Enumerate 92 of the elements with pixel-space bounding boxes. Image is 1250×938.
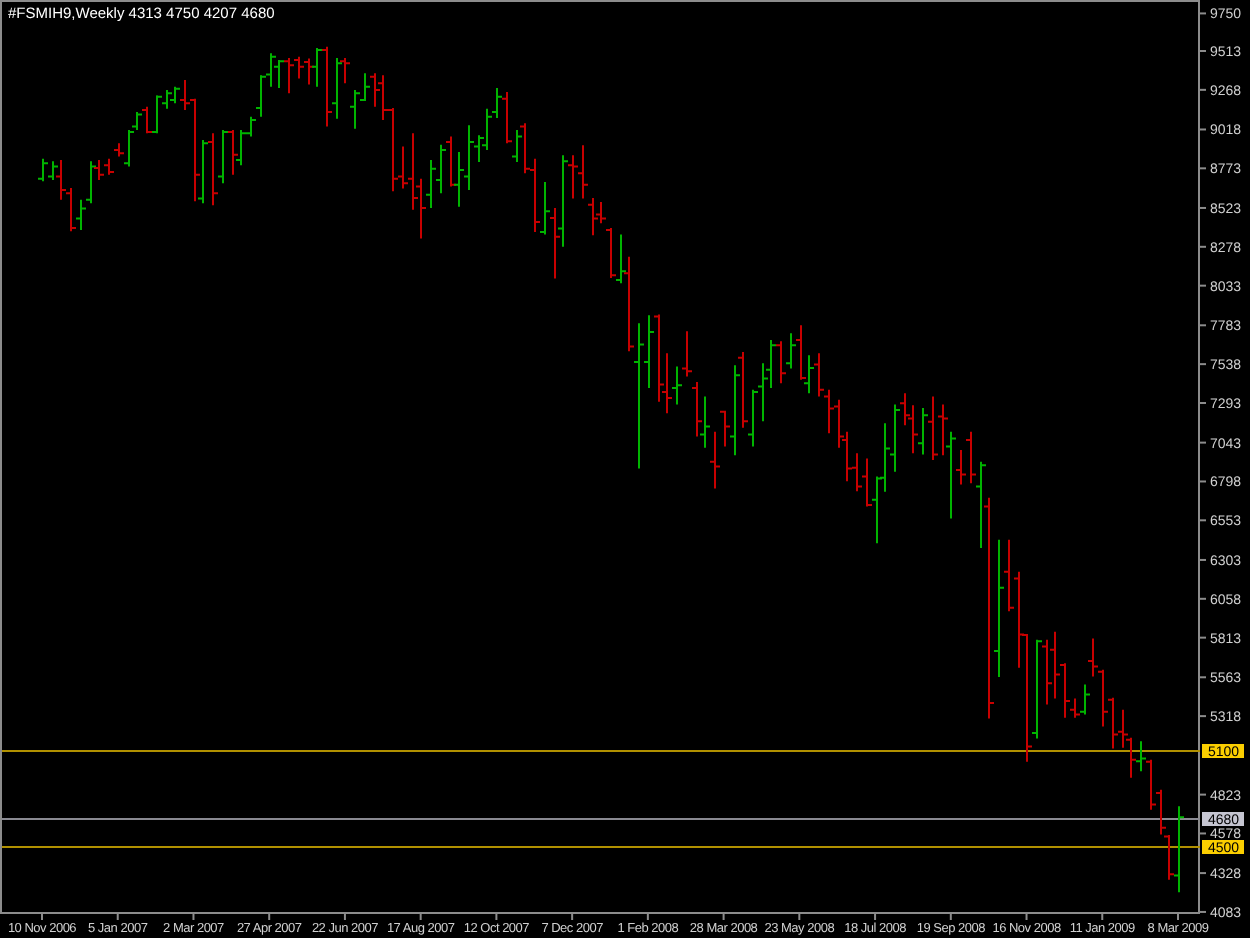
candlestick: [577, 144, 589, 200]
candlestick: [1173, 805, 1185, 894]
candlestick: [151, 94, 163, 135]
candlestick: [1059, 662, 1071, 719]
candlestick: [1041, 638, 1053, 706]
candlestick: [775, 340, 787, 385]
candlestick: [179, 79, 191, 111]
candlestick: [293, 55, 305, 80]
candlestick: [407, 132, 419, 211]
candlestick: [273, 59, 285, 89]
candlestick: [539, 180, 551, 236]
candlestick: [141, 105, 153, 135]
candlestick: [917, 406, 929, 456]
candlestick: [615, 233, 627, 285]
candlestick: [699, 395, 711, 449]
candlestick: [549, 206, 561, 280]
candlestick: [189, 97, 201, 203]
candlestick: [955, 448, 967, 486]
candlestick: [75, 198, 87, 231]
candlestick: [425, 158, 437, 209]
candlestick: [785, 332, 797, 370]
candlestick: [217, 128, 229, 185]
candlestick: [491, 86, 503, 119]
candlestick: [795, 324, 807, 381]
candlestick: [861, 457, 873, 508]
candlestick: [463, 124, 475, 191]
candlestick: [321, 45, 333, 128]
candlestick: [255, 74, 267, 118]
candlestick: [747, 388, 759, 448]
candlestick: [709, 430, 721, 490]
candlestick: [1069, 697, 1081, 719]
candlestick: [85, 160, 97, 205]
candlestick: [691, 380, 703, 438]
candlestick: [729, 364, 741, 457]
candlestick: [993, 538, 1005, 679]
candlestick: [1097, 668, 1109, 728]
candlestick: [283, 56, 295, 95]
candlestick: [671, 365, 683, 406]
candlestick: [1079, 683, 1091, 716]
candlestick: [965, 430, 977, 485]
candlestick: [511, 128, 523, 163]
candlestick: [435, 143, 447, 195]
candlestick: [55, 158, 67, 201]
candlestick: [415, 177, 427, 240]
candlestick: [397, 145, 409, 190]
candlestick: [937, 403, 949, 457]
candlestick: [1135, 740, 1147, 773]
candlestick: [975, 460, 987, 549]
candlestick: [37, 157, 49, 183]
candlestick: [265, 52, 277, 88]
candlestick: [1087, 637, 1099, 678]
candlestick: [927, 395, 939, 461]
candlestick: [567, 154, 579, 200]
candlestick: [65, 186, 77, 233]
candlestick: [889, 403, 901, 473]
candlestick: [1163, 834, 1175, 881]
candlestick: [359, 72, 371, 101]
candlestick: [737, 350, 749, 429]
candlestick: [823, 388, 835, 435]
candlestick: [227, 128, 239, 176]
candlestick: [339, 56, 351, 85]
candlestick: [681, 330, 693, 378]
candlestick: [331, 56, 343, 120]
candlestick: [633, 322, 645, 470]
candlestick: [481, 107, 493, 151]
candlestick: [311, 46, 323, 88]
candlestick: [587, 196, 599, 237]
candlestick: [207, 132, 219, 207]
candlestick: [643, 314, 655, 389]
candlestick: [445, 135, 457, 188]
candlestick: [945, 430, 957, 520]
candlestick: [623, 255, 635, 353]
candlestick: [453, 150, 465, 208]
candlestick: [1049, 630, 1061, 700]
candlestick: [369, 72, 381, 108]
candlestick: [1107, 696, 1119, 750]
candlestick: [719, 410, 731, 448]
candlestick: [557, 154, 569, 248]
candlestick: [879, 422, 891, 493]
candlestick: [93, 158, 105, 181]
candlestick: [813, 352, 825, 398]
candlestick: [1003, 538, 1015, 613]
candlestick: [1155, 788, 1167, 836]
candlestick: [47, 160, 59, 181]
candlestick: [605, 226, 617, 279]
candlestick: [595, 200, 607, 225]
candlestick: [161, 89, 173, 110]
candlestick: [803, 354, 815, 395]
candlestick: [501, 90, 513, 145]
candlestick: [349, 89, 361, 130]
candlestick: [1145, 758, 1157, 811]
candlestick: [197, 138, 209, 205]
